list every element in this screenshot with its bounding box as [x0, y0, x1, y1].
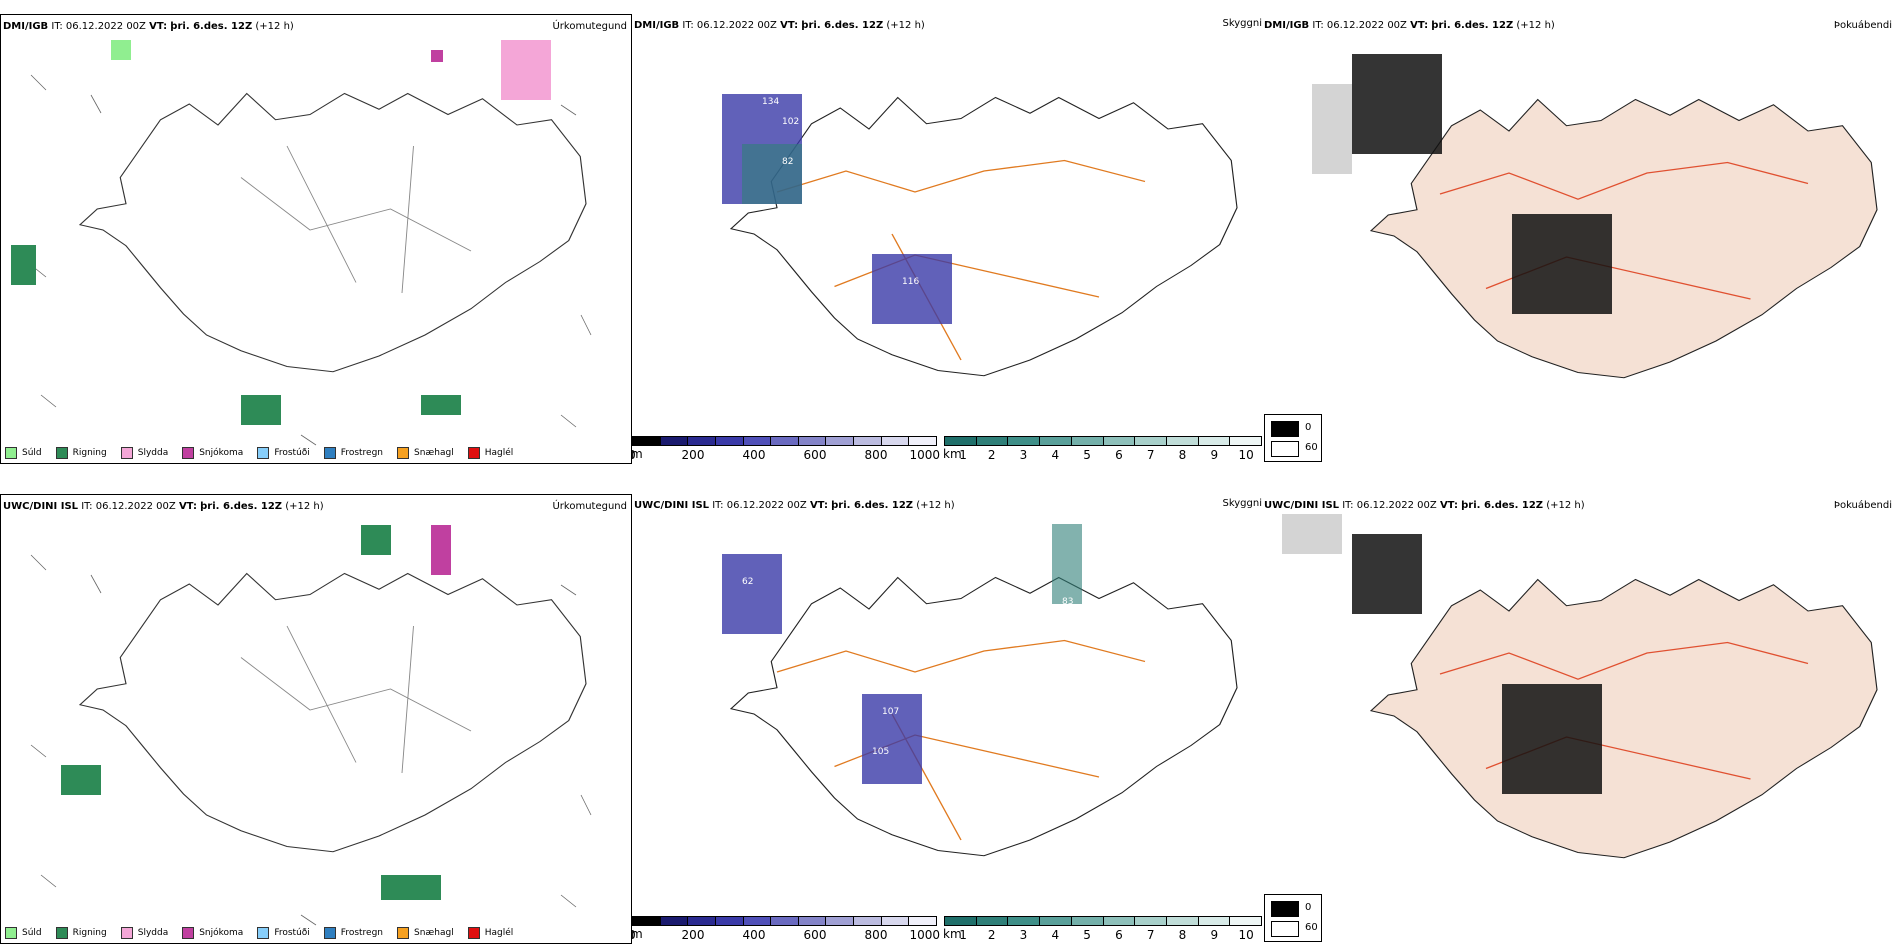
visibility-colorbar [944, 436, 1262, 446]
cloud-base-label: 108 [972, 297, 989, 307]
fog-legend: 0 60 [1264, 894, 1322, 942]
precip-type-panel-top: DMI/IGB IT: 06.12.2022 00Z VT: þri. 6.de… [0, 14, 632, 464]
wind-barbs [30, 554, 592, 926]
fog-panel-top: DMI/IGB IT: 06.12.2022 00Z VT: þri. 6.de… [1262, 14, 1900, 464]
legend-swatch-white [1271, 921, 1299, 937]
legend-item-hail: Haglél [467, 927, 513, 939]
visibility-scale: 1 2 3 4 5 6 7 8 9 10 km [943, 436, 1262, 464]
fog-map [1312, 54, 1878, 379]
panel-title: UWC/DINI ISL IT: 06.12.2022 00Z VT: þri.… [3, 501, 324, 512]
precip-legend: Súld Rigning Slydda Snjókoma Frostúði Fr… [5, 927, 513, 939]
panel-right-label: Þokuábendi [1833, 500, 1892, 511]
legend-item-hail: Haglél [467, 447, 513, 459]
wind-barbs [30, 74, 592, 446]
cloud-base-label: 62 [742, 577, 753, 587]
cloud-base-scale: 0 200 400 600 800 1000 m [632, 916, 940, 944]
legend-item-drizzle: Súld [5, 447, 42, 459]
legend-item-rain: Rigning [55, 447, 107, 459]
rain-area [421, 395, 461, 415]
precip-legend: Súld Rigning Slydda Snjókoma Frostúði Fr… [5, 447, 513, 459]
panel-right-label: Þokuábendi [1833, 20, 1892, 31]
panel-title: DMI/IGB IT: 06.12.2022 00Z VT: þri. 6.de… [1264, 20, 1555, 31]
legend-swatch-black [1271, 421, 1299, 437]
panel-title: UWC/DINI ISL IT: 06.12.2022 00Z VT: þri.… [1264, 500, 1585, 511]
rain-area [381, 875, 441, 900]
rain-area [61, 765, 101, 795]
cloud-base-label: 134 [762, 97, 779, 107]
fog-map [1282, 514, 1878, 859]
cloud-base-map: 134 102 82 116 108 [722, 94, 1238, 377]
cloud-base-label: 107 [882, 707, 899, 717]
drizzle-area [111, 40, 131, 60]
legend-swatch-black [1271, 901, 1299, 917]
legend-item-freezing-drizzle: Frostúði [257, 447, 310, 459]
legend-swatch-white [1271, 441, 1299, 457]
cloud-base-label: 82 [782, 157, 793, 167]
precip-map [11, 40, 592, 446]
visibility-label: Skyggni [1222, 498, 1262, 509]
cloud-visibility-panel-bottom: UWC/DINI ISL IT: 06.12.2022 00Z VT: þri.… [632, 494, 1262, 944]
rain-area [361, 525, 391, 555]
legend-item-sleet: Slydda [120, 447, 168, 459]
snow-area [431, 50, 443, 62]
cloud-base-label: 83 [1062, 597, 1073, 607]
fog-panel-bottom: UWC/DINI ISL IT: 06.12.2022 00Z VT: þri.… [1262, 494, 1900, 944]
rain-area [11, 245, 36, 285]
legend-item-freezing-drizzle: Frostúði [257, 927, 310, 939]
panel-title: UWC/DINI ISL IT: 06.12.2022 00Z VT: þri.… [634, 500, 955, 511]
legend-item-snow: Snjókoma [182, 447, 243, 459]
panel-right-label: Úrkomutegund [552, 21, 627, 32]
legend-item-drizzle: Súld [5, 927, 42, 939]
cloud-base-colorbar [632, 916, 937, 926]
cloud-base-label: 116 [902, 277, 919, 287]
visibility-colorbar [944, 916, 1262, 926]
precip-type-panel-bottom: UWC/DINI ISL IT: 06.12.2022 00Z VT: þri.… [0, 494, 632, 944]
legend-item-sleet: Slydda [120, 927, 168, 939]
visibility-scale: 1 2 3 4 5 6 7 8 9 10 km [943, 916, 1262, 944]
legend-item-freezing-rain: Frostregn [323, 927, 383, 939]
cloud-base-scale: 0 200 400 600 800 1000 m [632, 436, 940, 464]
legend-item-snow-pellets: Snæhagl [397, 927, 454, 939]
legend-item-snow: Snjókoma [182, 927, 243, 939]
visibility-label: Skyggni [1222, 18, 1262, 29]
precip-map [30, 525, 592, 926]
cloud-base-label: 105 [872, 747, 889, 757]
cloud-base-colorbar [632, 436, 937, 446]
panel-right-label: Úrkomutegund [552, 501, 627, 512]
cloud-visibility-panel-top: DMI/IGB IT: 06.12.2022 00Z VT: þri. 6.de… [632, 14, 1262, 464]
panel-title: DMI/IGB IT: 06.12.2022 00Z VT: þri. 6.de… [3, 21, 294, 32]
legend-item-freezing-rain: Frostregn [323, 447, 383, 459]
sleet-area [501, 40, 551, 100]
fog-legend: 0 60 [1264, 414, 1322, 462]
panel-title: DMI/IGB IT: 06.12.2022 00Z VT: þri. 6.de… [634, 20, 925, 31]
rain-area [241, 395, 281, 425]
cloud-base-label: 102 [782, 117, 799, 127]
legend-item-snow-pellets: Snæhagl [397, 447, 454, 459]
cloud-base-map: 62 107 105 83 [722, 524, 1238, 857]
legend-item-rain: Rigning [55, 927, 107, 939]
snow-area [431, 525, 451, 575]
